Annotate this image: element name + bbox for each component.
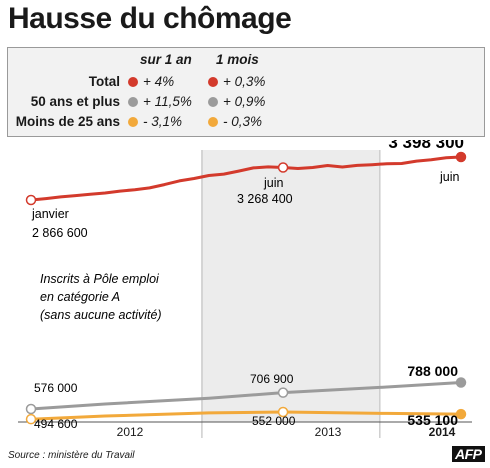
year-band-0 bbox=[201, 150, 380, 422]
series-line-1 bbox=[30, 381, 462, 411]
marker-0-end bbox=[455, 151, 467, 163]
under25-end-value: 535 100 bbox=[407, 412, 458, 428]
legend-dot-under25 bbox=[128, 117, 138, 127]
legend-dot-total-month bbox=[208, 77, 218, 87]
total-start-month: janvier bbox=[31, 207, 69, 221]
over50-end-value: 788 000 bbox=[407, 363, 458, 379]
total-end-month: juin bbox=[439, 170, 460, 184]
under25-mid-value: 552 000 bbox=[252, 414, 296, 428]
x-tick-label-0: 2012 bbox=[117, 425, 144, 439]
marker-1-start bbox=[25, 403, 37, 415]
x-tick-label-2: 2014 bbox=[429, 425, 456, 439]
total-mid-value: 3 268 400 bbox=[237, 192, 293, 206]
marker-1-end bbox=[455, 377, 467, 388]
x-axis: 2012 2013 2014 bbox=[18, 421, 472, 439]
marker-2-start bbox=[25, 413, 37, 425]
under25-start-value: 494 600 bbox=[34, 417, 78, 431]
over50-start-value: 576 000 bbox=[34, 381, 78, 395]
series-lines bbox=[30, 155, 462, 421]
legend-box: sur 1 an 1 mois Total + 4% + 0,3% 50 ans… bbox=[7, 47, 485, 137]
x-tick-label-1: 2013 bbox=[315, 425, 342, 439]
legend-month-over50: + 0,9% bbox=[223, 94, 266, 109]
legend-year-total: + 4% bbox=[143, 74, 175, 89]
total-end-value: 3 398 300 bbox=[388, 140, 464, 152]
total-mid-month: juin bbox=[263, 176, 284, 190]
legend-label-under25: Moins de 25 ans bbox=[15, 114, 120, 129]
legend-dot-total bbox=[128, 77, 138, 87]
series-markers bbox=[25, 151, 467, 425]
legend-head-year: sur 1 an bbox=[140, 52, 192, 67]
marker-2-mid bbox=[277, 406, 289, 418]
legend-year-under25: - 3,1% bbox=[143, 114, 183, 129]
marker-1-mid bbox=[277, 387, 289, 398]
marker-0-mid bbox=[277, 162, 289, 173]
legend-dot-over50-month bbox=[208, 97, 218, 107]
legend-head-month: 1 mois bbox=[216, 52, 259, 67]
legend-year-over50: + 11,5% bbox=[143, 94, 192, 109]
marker-0-start bbox=[25, 194, 37, 206]
source-note: Source : ministère du Travail bbox=[8, 450, 135, 461]
series-line-2 bbox=[30, 410, 462, 421]
legend-month-under25: - 0,3% bbox=[223, 114, 263, 129]
series-line-0 bbox=[30, 155, 462, 202]
legend-label-total: Total bbox=[88, 74, 120, 89]
note-line-2: en catégorie A bbox=[40, 290, 120, 304]
legend-month-total: + 0,3% bbox=[223, 74, 266, 89]
legend-dot-under25-month bbox=[208, 117, 218, 127]
legend-dot-over50 bbox=[128, 97, 138, 107]
chart-background bbox=[201, 150, 381, 438]
line-chart: 2012 2013 2014 janvier 2 866 600 juin 3 26… bbox=[18, 140, 472, 439]
chart-annotations: janvier 2 866 600 juin 3 268 400 3 398 3… bbox=[31, 140, 464, 431]
chart-title: Hausse du chômage bbox=[8, 2, 292, 35]
over50-mid-value: 706 900 bbox=[250, 372, 294, 386]
legend-label-over50: 50 ans et plus bbox=[30, 94, 120, 109]
note-line-3: (sans aucune activité) bbox=[40, 308, 162, 322]
marker-2-end bbox=[455, 408, 467, 420]
afp-logo: AFP bbox=[452, 446, 485, 462]
total-start-value: 2 866 600 bbox=[32, 226, 88, 240]
note-line-1: Inscrits à Pôle emploi bbox=[40, 272, 160, 286]
